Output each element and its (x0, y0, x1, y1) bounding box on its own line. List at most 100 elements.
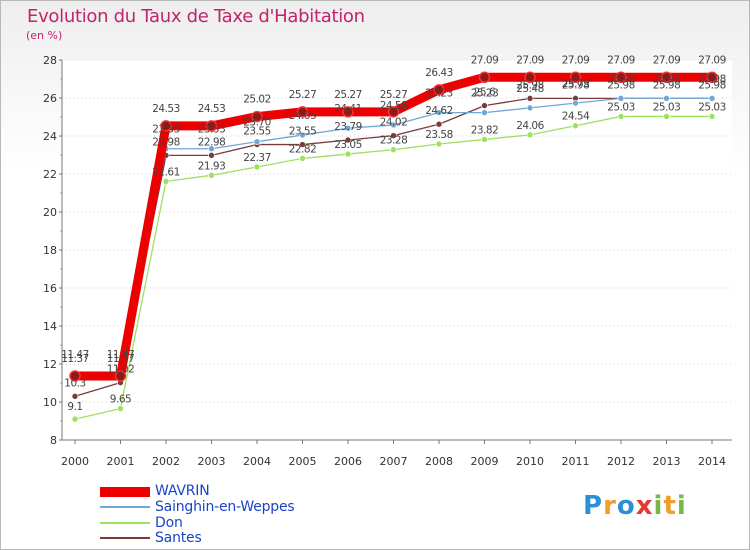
x-tick-label: 2006 (334, 455, 362, 468)
data-label: 24.53 (198, 103, 226, 115)
data-label: 23.33 (198, 124, 226, 136)
y-axis-unit-label: (en %) (26, 29, 63, 42)
data-point (435, 140, 443, 148)
data-point (663, 113, 670, 120)
data-label: 23.55 (243, 126, 271, 138)
data-point (342, 106, 354, 118)
data-label: 11.47 (61, 349, 89, 361)
data-point (572, 122, 579, 130)
y-tick-label: 12 (43, 358, 57, 371)
data-point (208, 152, 215, 159)
data-label: 25.98 (516, 79, 544, 91)
data-point (205, 120, 218, 132)
data-point (481, 136, 488, 143)
legend-item: Don (100, 515, 340, 531)
data-point (478, 71, 491, 84)
y-tick-label: 22 (43, 168, 57, 181)
y-tick-label: 20 (43, 206, 57, 219)
legend-swatch (100, 506, 150, 508)
data-label: 25.03 (607, 101, 635, 113)
data-label: 24.02 (380, 117, 408, 129)
data-label: 9.1 (67, 401, 82, 413)
data-label: 25.48 (516, 83, 544, 95)
legend-label: Don (155, 515, 183, 531)
data-label: 24.05 (289, 110, 317, 122)
x-tick-label: 2000 (61, 455, 89, 468)
data-label: 27.09 (562, 54, 590, 66)
data-point (481, 102, 488, 109)
y-tick-label: 18 (43, 244, 57, 257)
data-label: 24.58 (380, 100, 408, 112)
data-label: 23.55 (289, 126, 317, 138)
data-point (253, 138, 261, 145)
data-point (706, 71, 718, 84)
legend-item: Santes (100, 530, 340, 546)
data-label: 25.98 (562, 79, 590, 91)
data-label: 24.62 (425, 105, 453, 117)
data-label: 25.98 (653, 79, 681, 91)
data-label: 23.70 (243, 117, 271, 129)
logo-letter: r (603, 491, 617, 521)
data-label: 23.05 (334, 139, 362, 151)
data-point (708, 95, 716, 102)
data-label: 27.09 (516, 54, 544, 66)
data-point (208, 172, 215, 179)
data-point (344, 136, 352, 144)
data-point (344, 124, 352, 132)
x-tick-label: 2012 (607, 455, 635, 468)
data-label: 25.73 (562, 78, 590, 90)
data-label: 25.23 (425, 88, 453, 100)
data-point (663, 95, 670, 102)
x-tick-label: 2005 (289, 455, 317, 468)
x-tick-label: 2011 (562, 455, 590, 468)
data-label: 25.6 (474, 87, 496, 99)
data-label: 23.28 (380, 135, 408, 147)
logo-letter: t (663, 491, 677, 521)
data-label: 26.43 (425, 67, 453, 79)
data-label: 24.41 (334, 103, 362, 115)
logo-letter: P (583, 491, 604, 521)
data-point (69, 370, 81, 382)
data-label: 11.37 (107, 353, 135, 365)
data-label: 25.27 (380, 89, 408, 101)
data-point (299, 131, 306, 139)
data-label: 25.27 (289, 89, 317, 101)
data-label: 25.27 (334, 89, 362, 101)
data-label: 9.65 (110, 394, 131, 406)
data-point (299, 155, 306, 162)
data-label: 22.37 (243, 152, 271, 164)
data-label: 22.98 (152, 136, 180, 148)
data-label: 11.47 (107, 349, 135, 361)
legend-label: WAVRIN (155, 483, 210, 499)
data-point (435, 120, 443, 128)
data-point (572, 99, 579, 107)
x-tick-label: 2004 (243, 455, 271, 468)
data-point (344, 150, 352, 158)
x-tick-label: 2002 (152, 455, 180, 468)
y-tick-label: 10 (43, 396, 57, 409)
legend-label: Sainghin-en-Weppes (155, 499, 295, 515)
data-point (526, 104, 534, 112)
data-point (299, 141, 306, 148)
x-tick-label: 2009 (471, 455, 499, 468)
data-point (251, 110, 263, 123)
chart-title: Evolution du Taux de Taxe d'Habitation (27, 6, 365, 27)
data-label: 24.53 (152, 103, 180, 115)
data-label: 25.23 (471, 88, 499, 100)
data-label: 11.37 (61, 353, 89, 365)
data-point (617, 113, 625, 120)
data-point (526, 95, 534, 102)
data-point (435, 109, 443, 116)
data-point (71, 392, 79, 400)
logo-letter: x (635, 491, 654, 521)
legend-swatch (100, 522, 150, 524)
data-label: 25.02 (243, 94, 271, 106)
x-tick-label: 2013 (653, 455, 681, 468)
data-label: 24.54 (562, 111, 590, 123)
y-tick-label: 8 (50, 434, 57, 447)
y-tick-label: 26 (43, 92, 57, 105)
legend-swatch (100, 487, 150, 497)
data-point (615, 71, 627, 84)
y-tick-label: 28 (43, 54, 57, 67)
